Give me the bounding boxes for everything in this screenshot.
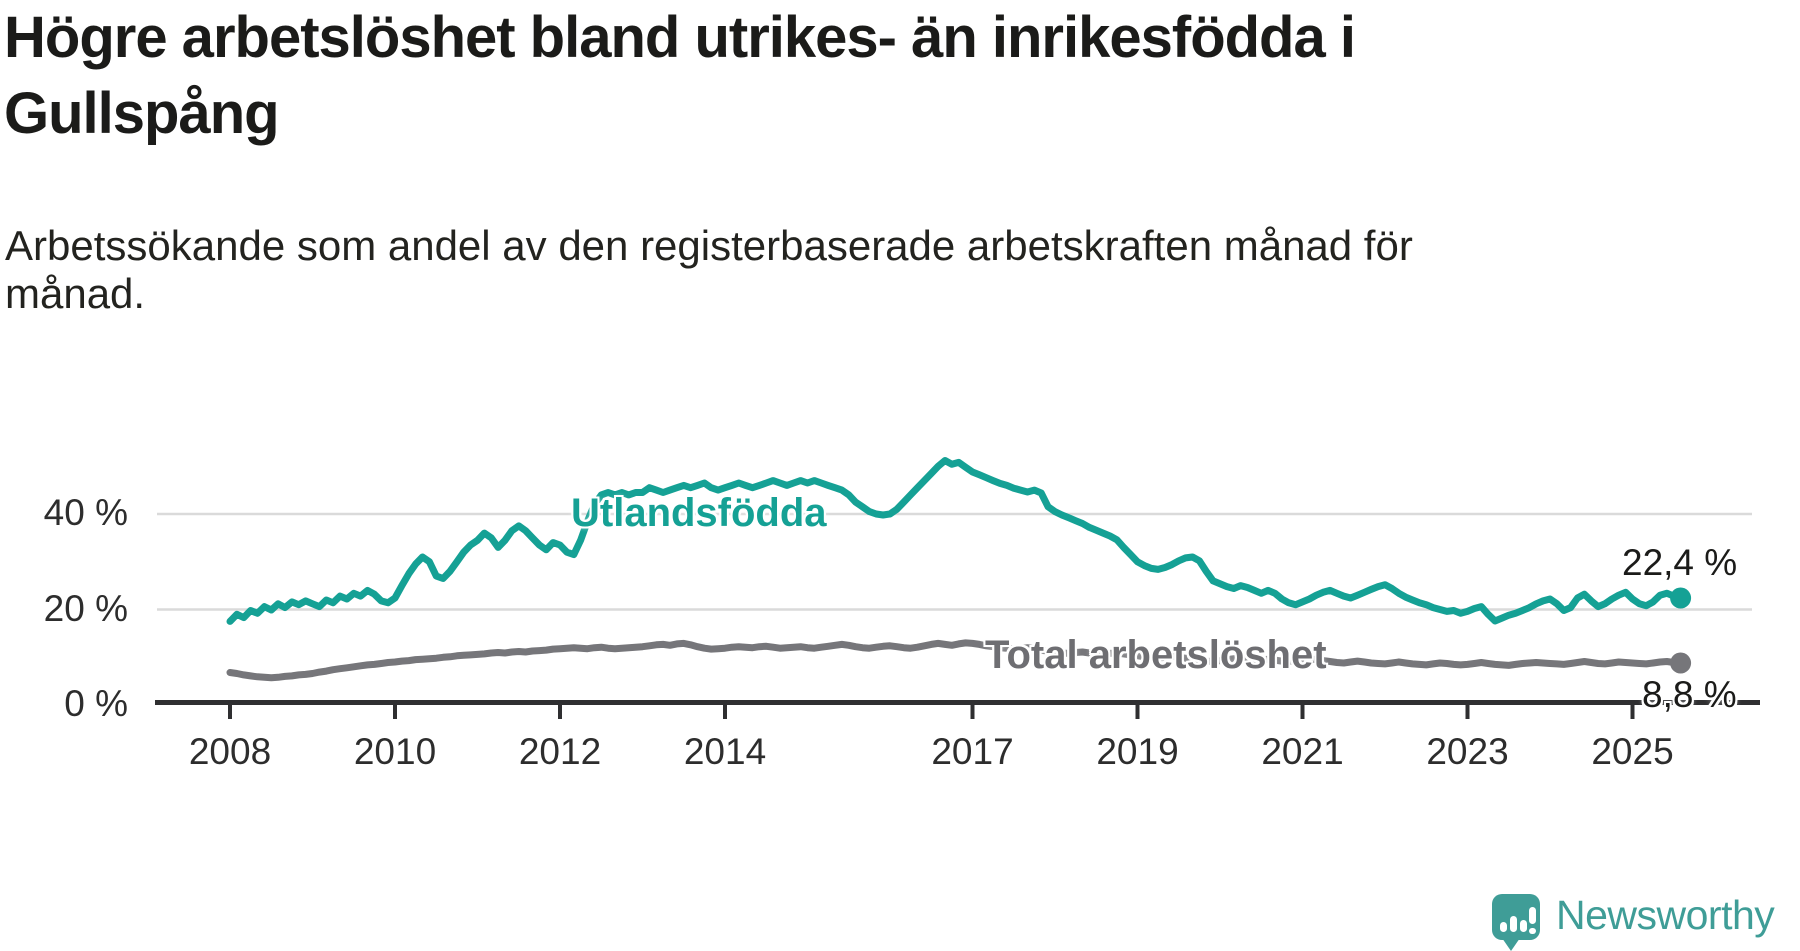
x-tick-label-2012: 2012 <box>518 731 602 772</box>
chart-subtitle: Arbetssökande som andel av den registerb… <box>5 222 1505 318</box>
chart-title-line2: Gullspång <box>4 81 280 146</box>
x-tick-label-2025: 2025 <box>1591 731 1674 772</box>
chart-subtitle-line1: Arbetssökande som andel av den registerb… <box>5 222 1413 269</box>
logo-bar-icon <box>1500 922 1507 932</box>
series-line-utlandsf-dda <box>226 457 1685 625</box>
logo-exclamation-icon <box>1529 907 1536 924</box>
x-tick-label-2019: 2019 <box>1096 731 1179 772</box>
chart-title: Högre arbetslöshet bland utrikes- än inr… <box>4 0 1764 152</box>
newsworthy-logo-icon <box>1492 894 1540 940</box>
x-tick-label-2021: 2021 <box>1261 731 1344 772</box>
newsworthy-logo-text: Newsworthy <box>1556 892 1775 938</box>
series-end-dot <box>1670 587 1692 609</box>
logo-speech-tail-icon <box>1502 938 1520 951</box>
series-line-total-arbetsl-shet <box>226 639 1685 682</box>
series-label-total-arbetsloshet: Total arbetslöshet <box>985 633 1327 677</box>
series-end-dot <box>1670 652 1692 674</box>
logo-bar-icon <box>1510 916 1517 932</box>
x-tick-label-2008: 2008 <box>188 731 272 772</box>
x-tick-label-2023: 2023 <box>1426 731 1509 772</box>
end-value-label-utlandsfodda: 22,4 % <box>1622 542 1738 583</box>
logo-bar-icon <box>1520 920 1527 932</box>
end-value-label-total: 8,8 % <box>1642 674 1737 715</box>
chart-subtitle-line2: månad. <box>5 270 146 317</box>
chart-title-line1: Högre arbetslöshet bland utrikes- än inr… <box>4 5 1356 70</box>
x-tick-label-2017: 2017 <box>931 731 1014 772</box>
logo-exclamation-dot-icon <box>1529 928 1536 934</box>
x-tick-label-2010: 2010 <box>353 731 437 772</box>
y-tick-label-20: 20 % <box>43 587 128 629</box>
y-tick-label-40: 40 % <box>43 492 128 533</box>
x-tick-label-2014: 2014 <box>683 731 767 772</box>
series-label-utlandsfodda: Utlandsfödda <box>571 491 827 535</box>
y-tick-label-0: 0 % <box>64 683 128 724</box>
